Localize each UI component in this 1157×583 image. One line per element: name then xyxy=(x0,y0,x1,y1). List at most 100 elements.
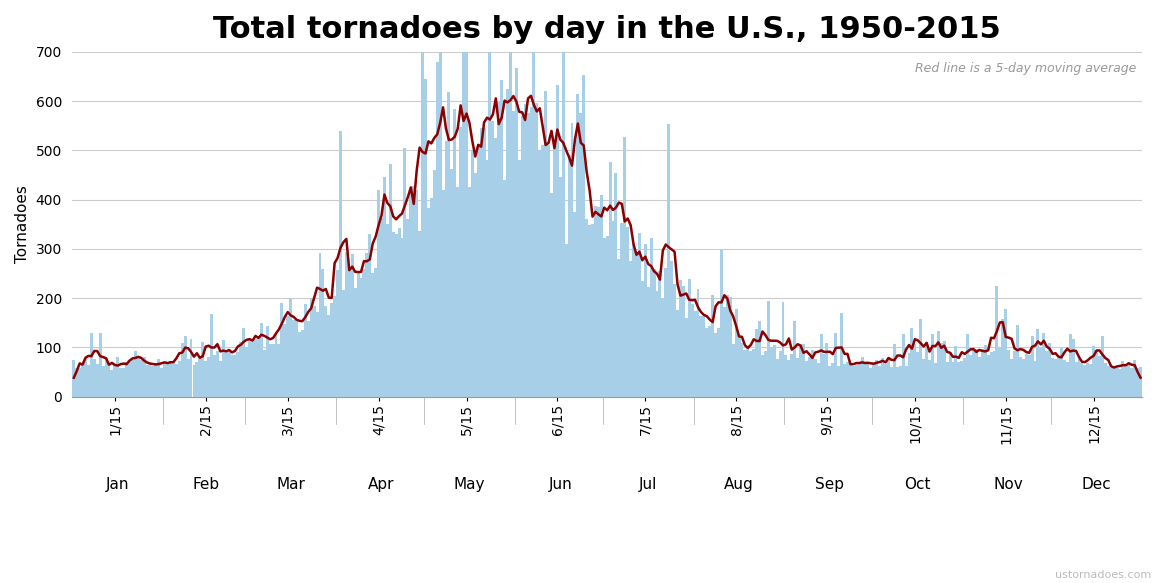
Bar xyxy=(207,357,211,396)
Bar xyxy=(775,359,779,396)
Bar xyxy=(834,333,838,396)
Bar xyxy=(744,350,746,396)
Bar xyxy=(1019,357,1022,396)
Bar xyxy=(653,269,656,396)
Bar xyxy=(465,52,467,396)
Bar xyxy=(257,336,260,396)
Bar xyxy=(498,102,500,396)
Bar xyxy=(588,226,591,396)
Bar xyxy=(764,352,767,396)
Bar xyxy=(609,162,612,396)
Bar xyxy=(131,360,134,396)
Bar xyxy=(93,360,96,396)
Bar xyxy=(878,366,882,396)
Bar xyxy=(503,180,506,396)
Bar xyxy=(559,177,562,396)
Bar xyxy=(521,116,524,396)
Bar xyxy=(154,366,157,396)
Bar xyxy=(1042,333,1045,396)
Bar xyxy=(146,366,148,396)
Bar xyxy=(706,328,708,396)
Bar xyxy=(926,342,928,396)
Bar xyxy=(192,365,196,396)
Bar xyxy=(697,289,700,396)
Bar xyxy=(635,256,638,396)
Bar xyxy=(752,349,756,396)
Bar xyxy=(1004,309,1008,396)
Bar xyxy=(943,341,945,396)
Bar xyxy=(1048,343,1052,396)
Bar xyxy=(509,52,511,396)
Bar xyxy=(400,238,404,396)
Bar xyxy=(861,357,863,396)
Bar xyxy=(477,144,480,396)
Text: Oct: Oct xyxy=(905,477,931,492)
Bar xyxy=(418,231,421,396)
Bar xyxy=(236,352,239,396)
Bar xyxy=(565,244,568,396)
Bar xyxy=(700,317,702,396)
Bar xyxy=(832,363,834,396)
Bar xyxy=(1089,364,1092,396)
Text: ustornadoes.com: ustornadoes.com xyxy=(1055,570,1151,580)
Bar xyxy=(219,361,222,396)
Bar xyxy=(1069,335,1071,396)
Bar xyxy=(140,360,142,396)
Bar xyxy=(345,252,348,396)
Bar xyxy=(746,347,750,396)
Text: Nov: Nov xyxy=(994,477,1024,492)
Bar xyxy=(731,344,735,396)
Text: Jun: Jun xyxy=(548,477,573,492)
Bar xyxy=(681,286,685,396)
Bar xyxy=(955,346,957,396)
Bar xyxy=(626,227,629,396)
Bar xyxy=(471,150,474,396)
Bar xyxy=(603,237,606,396)
Bar xyxy=(1107,366,1110,396)
Bar xyxy=(641,281,643,396)
Bar xyxy=(404,148,406,396)
Bar xyxy=(190,339,192,396)
Bar xyxy=(931,334,934,396)
Bar xyxy=(614,173,618,396)
Bar xyxy=(729,297,731,396)
Title: Total tornadoes by day in the U.S., 1950-2015: Total tornadoes by day in the U.S., 1950… xyxy=(213,15,1001,44)
Bar xyxy=(395,234,398,396)
Bar xyxy=(295,319,299,396)
Bar xyxy=(386,224,389,396)
Bar xyxy=(348,268,351,396)
Bar xyxy=(1098,356,1101,396)
Bar xyxy=(268,345,272,396)
Bar xyxy=(444,141,448,396)
Bar xyxy=(1092,346,1096,396)
Bar xyxy=(421,52,423,396)
Bar xyxy=(574,212,576,396)
Bar xyxy=(662,298,664,396)
Bar xyxy=(274,332,278,396)
Bar xyxy=(1075,361,1077,396)
Bar xyxy=(960,360,964,396)
Bar xyxy=(896,367,899,396)
Bar xyxy=(934,363,937,396)
Bar xyxy=(301,330,304,396)
Bar xyxy=(1045,351,1048,396)
Bar xyxy=(239,342,242,396)
Bar xyxy=(629,261,632,396)
Bar xyxy=(430,198,433,396)
Bar xyxy=(972,350,975,396)
Bar xyxy=(838,366,840,396)
Bar xyxy=(790,354,794,396)
Bar xyxy=(339,131,342,396)
Text: Sep: Sep xyxy=(816,477,845,492)
Bar xyxy=(87,366,90,396)
Bar xyxy=(544,91,547,396)
Bar xyxy=(620,223,624,396)
Bar xyxy=(330,303,333,396)
Bar xyxy=(383,177,386,396)
Bar xyxy=(811,350,813,396)
Bar xyxy=(813,359,817,396)
Bar xyxy=(184,336,186,396)
Bar xyxy=(676,310,679,396)
Bar xyxy=(532,52,536,396)
Bar xyxy=(307,321,310,396)
